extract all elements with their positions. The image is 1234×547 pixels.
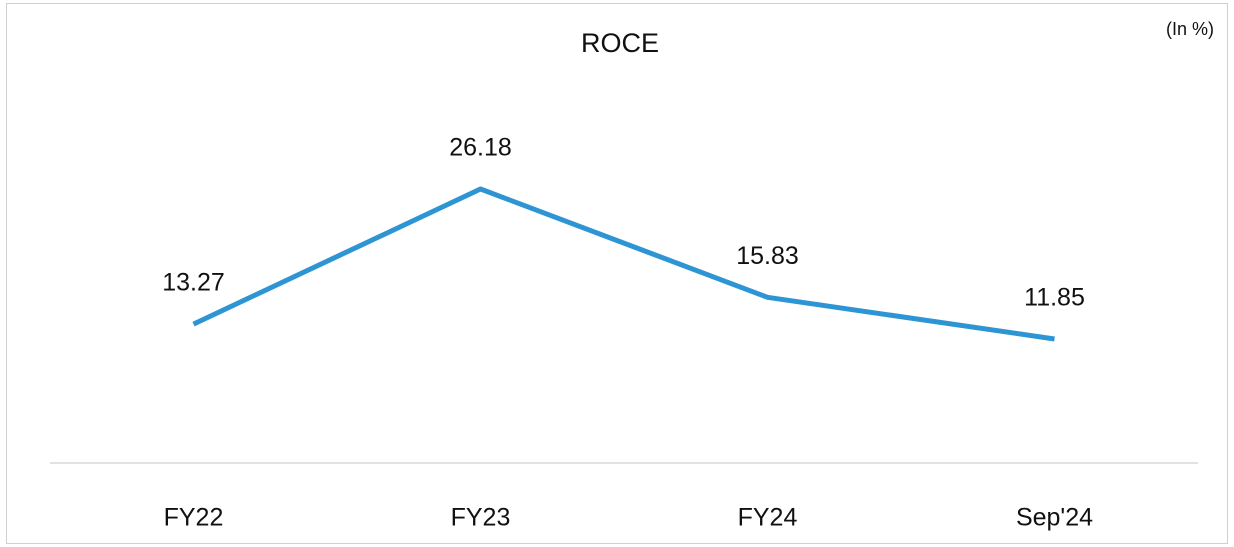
x-tick-label: FY22 (164, 504, 224, 532)
x-tick-label: FY23 (451, 504, 511, 532)
unit-note: (In %) (1166, 19, 1214, 39)
line (192, 186, 1055, 342)
data-label: 26.18 (449, 134, 512, 162)
chart-border (6, 3, 1228, 544)
chart-title: ROCE (581, 28, 659, 58)
data-label: 11.85 (1024, 284, 1085, 312)
data-label: 13.27 (162, 269, 225, 297)
x-tick-label: Sep'24 (1016, 504, 1093, 532)
data-label: 15.83 (736, 242, 799, 270)
x-tick-label: FY24 (738, 504, 798, 532)
